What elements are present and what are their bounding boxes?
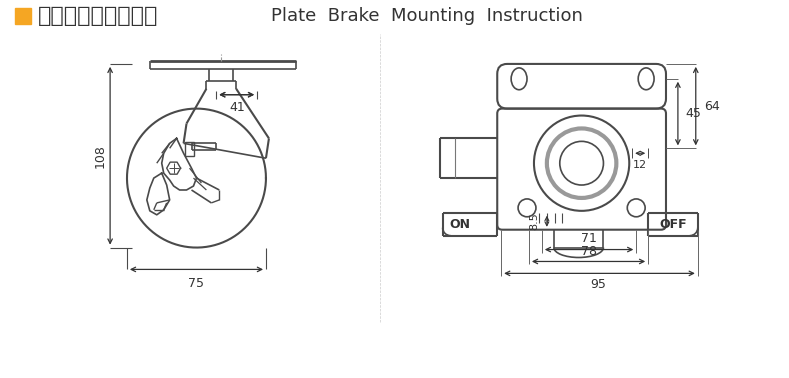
Text: 45: 45 <box>686 107 701 120</box>
Text: 8.5: 8.5 <box>529 212 539 230</box>
Text: 12: 12 <box>633 160 647 170</box>
Text: Plate  Brake  Mounting  Instruction: Plate Brake Mounting Instruction <box>271 7 583 25</box>
Text: 108: 108 <box>94 144 107 168</box>
Text: 平顶刹车安装尺寸图: 平顶刹车安装尺寸图 <box>38 6 158 26</box>
Text: OFF: OFF <box>659 218 686 231</box>
Text: 71: 71 <box>581 232 596 245</box>
Text: 75: 75 <box>189 277 204 290</box>
Text: 64: 64 <box>704 100 720 113</box>
Text: ON: ON <box>449 218 470 231</box>
Bar <box>15 8 31 24</box>
Text: 95: 95 <box>590 278 607 291</box>
Text: 78: 78 <box>581 245 596 259</box>
Text: 41: 41 <box>230 101 245 114</box>
Bar <box>185 143 194 156</box>
